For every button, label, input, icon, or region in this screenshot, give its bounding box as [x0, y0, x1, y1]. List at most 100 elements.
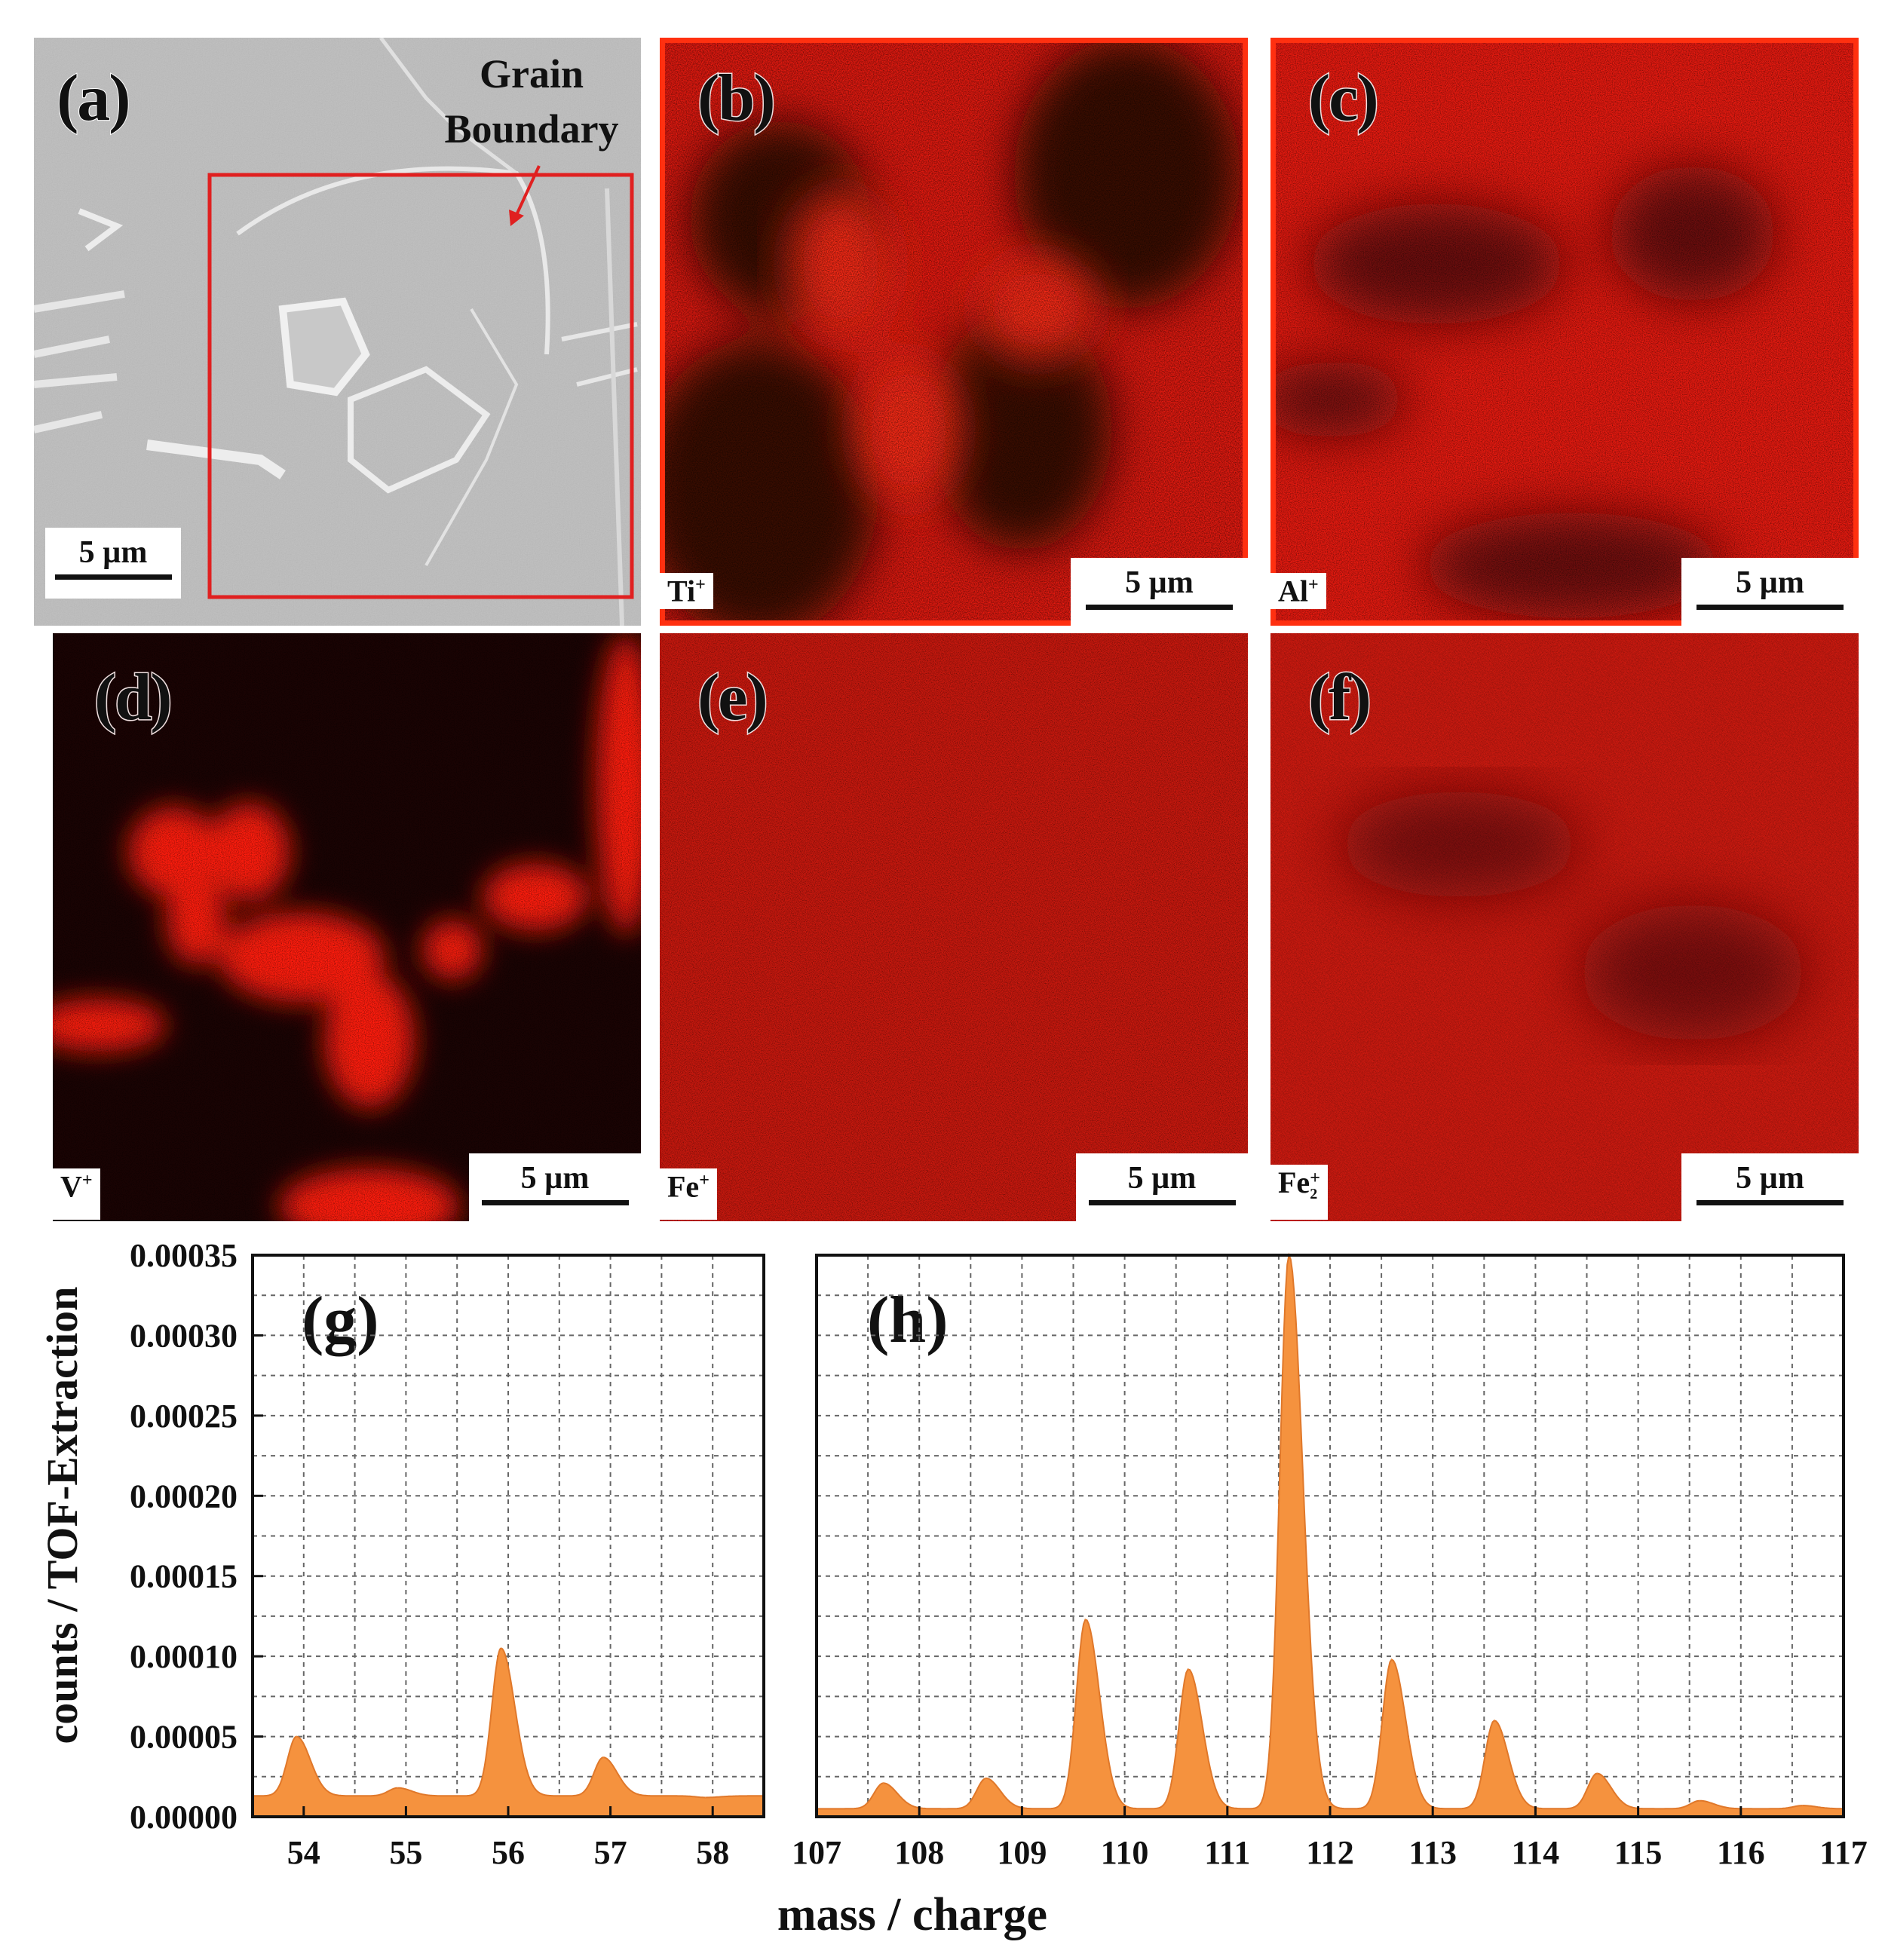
mass-spectra-chart: counts / TOF-Extraction mass / charge (g… — [38, 1237, 1868, 1940]
spectrum-panel-h: 107 108 109 110 111 112 113 114 115 116 117 — [792, 1252, 1868, 1871]
sem-image-panel: (a) Grain Boundary 5 µm — [34, 38, 641, 626]
grain-label-line1: Grain — [479, 51, 584, 96]
grid — [253, 1255, 764, 1817]
ion-label-fe2: Fe + 2 — [1270, 1165, 1328, 1220]
x-tick-label: 113 — [1408, 1834, 1457, 1871]
peak-point — [1596, 1773, 1598, 1775]
ion-charge: + — [699, 1171, 710, 1190]
y-tick-label: 0.00035 — [130, 1237, 238, 1274]
ion-label-al: Al+ — [1270, 573, 1326, 610]
x-tick-label: 117 — [1819, 1834, 1868, 1871]
x-tick-label: 114 — [1512, 1834, 1560, 1871]
x-tick-label: 57 — [594, 1834, 627, 1871]
x-tick-label: 112 — [1306, 1834, 1354, 1871]
x-tick-label: 110 — [1101, 1834, 1149, 1871]
scale-bar-d: 5 µm — [469, 1153, 641, 1221]
ion-symbol: Fe — [667, 1169, 700, 1204]
x-tick-label: 115 — [1614, 1834, 1663, 1871]
y-tick-label: 0.00030 — [130, 1317, 238, 1354]
peak-point — [602, 1756, 604, 1758]
ion-symbol: Al — [1278, 574, 1308, 608]
v-map-image — [53, 633, 641, 1221]
peak-point — [1085, 1619, 1087, 1620]
ion-label-ti: Ti+ — [660, 573, 713, 610]
ion-map-fe: (e) Fe+ 5 µm — [660, 633, 1248, 1221]
panel-letter-b: (b) — [697, 61, 777, 136]
x-tick-label: 55 — [389, 1834, 422, 1871]
ion-charge: + — [695, 575, 706, 595]
y-tick-label: 0.00000 — [130, 1799, 238, 1836]
peak-point — [1188, 1668, 1189, 1670]
ion-symbol: Fe — [1278, 1165, 1310, 1199]
ion-map-ti: (b) Ti+ 5 µm — [660, 38, 1248, 626]
x-tick-label: 56 — [492, 1834, 525, 1871]
fe-map-image — [660, 633, 1248, 1221]
scale-bar-c: 5 µm — [1681, 558, 1859, 626]
x-tick-label: 111 — [1204, 1834, 1250, 1871]
scale-line — [1696, 605, 1844, 610]
peak-point — [296, 1736, 297, 1738]
ion-subscript: 2 — [1310, 1185, 1318, 1202]
grain-label-line2: Boundary — [444, 106, 619, 152]
scale-label: 5 µm — [1736, 1161, 1804, 1196]
scale-label: 5 µm — [1127, 1161, 1197, 1196]
grain-boundary-label: Grain Boundary — [426, 47, 637, 157]
ion-charge: + — [1310, 1168, 1320, 1189]
x-tick-label: 109 — [997, 1834, 1047, 1871]
ion-symbol: Ti — [667, 574, 696, 608]
grain-boundary-arrow — [515, 165, 541, 216]
y-tick-label: 0.00015 — [130, 1558, 238, 1595]
spectrum-area — [252, 1647, 765, 1818]
panel-letter-d: (d) — [93, 660, 174, 736]
scale-bar-e: 5 µm — [1076, 1153, 1248, 1221]
ti-map-image — [660, 38, 1248, 626]
scale-line — [1088, 1200, 1236, 1205]
scale-label: 5 µm — [520, 1161, 590, 1196]
peak-point — [1802, 1805, 1804, 1806]
ion-label-fe: Fe+ — [660, 1168, 717, 1220]
scale-bar-b: 5 µm — [1071, 558, 1248, 626]
y-tick-label: 0.00010 — [130, 1638, 238, 1675]
ion-map-al: (c) Al+ 5 µm — [1270, 38, 1859, 626]
scale-bar-f: 5 µm — [1681, 1153, 1859, 1221]
panel-letter-c: (c) — [1307, 61, 1381, 136]
peak-point — [397, 1787, 399, 1789]
spectrum-area — [816, 1252, 1844, 1818]
grid — [817, 1255, 1844, 1817]
panel-letter-a: (a) — [56, 61, 132, 136]
scale-line — [54, 574, 172, 580]
scale-line — [481, 1200, 629, 1205]
roi-box — [207, 173, 634, 599]
peak-point — [705, 1796, 706, 1798]
scale-label: 5 µm — [78, 535, 148, 570]
al-map-image — [1270, 38, 1859, 626]
y-axis-label: counts / TOF-Extraction — [38, 1287, 87, 1744]
panel-letter-f: (f) — [1307, 660, 1373, 736]
ion-label-v: V+ — [53, 1168, 100, 1220]
y-tick-label: 0.00025 — [130, 1398, 238, 1435]
scale-line — [1086, 605, 1233, 610]
ion-map-fe2: (f) Fe + 2 5 µm — [1270, 633, 1859, 1221]
ion-charge: + — [81, 1171, 93, 1190]
fe2-map-image — [1270, 633, 1859, 1221]
panel-letter-g: (g) — [302, 1284, 379, 1357]
scale-label: 5 µm — [1736, 565, 1804, 600]
ion-symbol: V — [60, 1169, 82, 1204]
x-tick-label: 116 — [1717, 1834, 1765, 1871]
sem-micrograph — [34, 38, 641, 626]
y-tick-label: 0.00005 — [130, 1719, 238, 1756]
x-tick-label: 108 — [894, 1834, 944, 1871]
peak-point — [883, 1782, 884, 1784]
spectrum-panel-g: 54 55 56 57 58 0.00000 0.00005 0.00010 0.00015 0.… — [130, 1237, 765, 1871]
x-tick-label: 107 — [792, 1834, 841, 1871]
x-tick-label: 54 — [287, 1834, 320, 1871]
peak-point — [1391, 1658, 1393, 1660]
ion-map-v: (d) V+ 5 µm — [53, 633, 641, 1221]
x-tick-label: 58 — [696, 1834, 729, 1871]
scale-bar-a: 5 µm — [45, 528, 181, 599]
panel-letter-e: (e) — [697, 660, 770, 736]
y-tick-label: 0.00020 — [130, 1478, 238, 1514]
x-axis-label: mass / charge — [777, 1889, 1047, 1940]
ion-charge: + — [1308, 575, 1319, 595]
scale-line — [1696, 1200, 1844, 1205]
